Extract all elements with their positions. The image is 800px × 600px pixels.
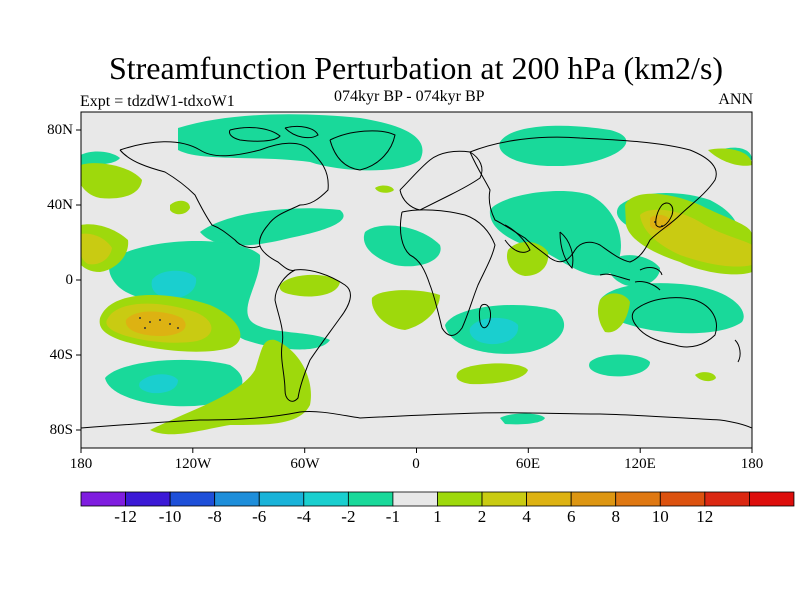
south-indian-ocean-core — [469, 317, 519, 345]
coastlines — [81, 125, 752, 429]
north-pacific-positive — [81, 163, 142, 199]
y-tick-label: 40N — [47, 197, 73, 213]
greenland-coast — [329, 130, 396, 171]
new-zealand-coast — [734, 339, 741, 363]
colorbar-swatch — [749, 491, 795, 507]
colorbar-label: 8 — [611, 507, 620, 526]
south-atlantic-positive — [371, 290, 440, 330]
north-pacific-small-positive — [170, 200, 190, 215]
indonesia-coast — [599, 267, 663, 291]
colorbar-swatch — [526, 491, 572, 507]
west-pacific-north-negative — [608, 255, 660, 287]
indian-ocean-positive — [456, 363, 528, 385]
x-tick-label: 180 — [740, 456, 764, 472]
contour-fields — [81, 114, 752, 435]
colorbar-swatch — [258, 491, 305, 507]
x-tick-label: 120W — [174, 456, 212, 472]
colorbar — [80, 491, 795, 507]
scandinavia-siberia-negative — [499, 125, 627, 167]
colorbar-label: 6 — [566, 507, 576, 526]
gulf-mexico-positive — [279, 274, 340, 297]
south-america-positive — [150, 339, 311, 435]
southern-ocean-negative — [589, 354, 650, 377]
colorbar-label: -2 — [341, 507, 356, 526]
japan-coast — [655, 202, 674, 228]
colorbar-label: 12 — [696, 507, 714, 526]
colorbar-label: 1 — [433, 507, 442, 526]
antarctic-negative — [500, 413, 545, 425]
colorbar-swatch — [169, 491, 216, 507]
colorbar-label: -6 — [252, 507, 267, 526]
colorbar-swatch — [125, 491, 171, 507]
canadian-archipelago — [229, 125, 319, 142]
colorbar-label: -8 — [207, 507, 222, 526]
season-label: ANN — [718, 91, 753, 108]
colorbar-label: -4 — [296, 507, 311, 526]
australia-coast — [631, 297, 717, 348]
tropical-pacific-negative — [108, 240, 330, 350]
india-coast — [559, 231, 574, 269]
colorbar-swatch — [437, 491, 483, 507]
antarctica-coast — [81, 411, 752, 429]
tropical-pacific-core — [151, 270, 197, 299]
asia-coast — [469, 136, 717, 263]
central-pacific-positive-mid — [81, 233, 112, 265]
siberia-small-positive — [375, 185, 394, 193]
africa-positive — [506, 241, 549, 276]
tasman-positive — [597, 293, 630, 333]
north-america-coast — [119, 141, 329, 249]
colorbar-label: -1 — [385, 507, 400, 526]
colorbar-swatch — [481, 491, 528, 507]
colorbar-swatch — [303, 491, 349, 507]
colorbar-label: 10 — [651, 507, 669, 526]
colorbar-swatch — [80, 491, 126, 507]
x-tick-label: 0 — [412, 456, 420, 472]
south-america-coast — [274, 269, 351, 402]
x-tick-label: 180 — [69, 456, 93, 472]
axis-ticks — [76, 129, 753, 453]
colorbar-swatch — [347, 491, 394, 507]
colorbar-swatch — [570, 491, 617, 507]
madagascar-coast — [478, 303, 491, 329]
colorbar-swatch — [659, 491, 706, 507]
x-tick-label: 120E — [624, 456, 656, 472]
colorbar-label: -10 — [158, 507, 182, 526]
experiment-label: Expt = tdzdW1-tdxoW1 — [80, 93, 235, 110]
chart-title: Streamfunction Perturbation at 200 hPa (… — [108, 50, 724, 86]
colorbar-swatch — [392, 491, 438, 507]
period-subtitle: 074kyr BP - 074kyr BP — [334, 88, 485, 105]
colorbar-label: 4 — [522, 507, 531, 526]
x-tick-label: 60W — [290, 456, 320, 472]
colorbar-swatch — [704, 491, 750, 507]
y-tick-label: 80S — [49, 422, 73, 438]
africa-arabia-negative — [489, 190, 621, 276]
north-atlantic-negative — [200, 208, 344, 246]
australia-positive — [695, 372, 716, 382]
colorbar-swatch — [615, 491, 661, 507]
y-tick-label: 80N — [47, 122, 73, 138]
west-pacific-negative — [599, 283, 744, 334]
x-tick-label: 60E — [515, 456, 541, 472]
colorbar-swatch — [214, 491, 260, 507]
y-tick-label: 0 — [65, 272, 74, 288]
colorbar-label: 2 — [477, 507, 487, 526]
y-tick-label: 40S — [49, 347, 73, 363]
south-pacific-core — [139, 374, 178, 394]
west-edge-negative — [81, 151, 120, 165]
africa-coast — [399, 209, 496, 336]
arabia-coast — [504, 224, 531, 253]
central-america-coast — [259, 245, 296, 271]
mid-atlantic-negative — [363, 225, 441, 267]
colorbar-label: -12 — [114, 507, 137, 526]
arctic-positive — [708, 148, 752, 166]
